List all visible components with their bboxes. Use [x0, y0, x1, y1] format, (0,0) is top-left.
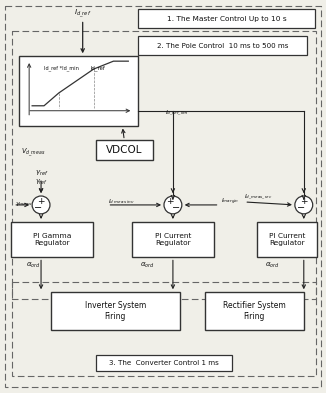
Text: Id_ref *Id_min: Id_ref *Id_min: [44, 65, 79, 71]
Circle shape: [164, 196, 182, 214]
Text: +: +: [166, 197, 174, 206]
Text: 2. The Pole Control  10 ms to 500 ms: 2. The Pole Control 10 ms to 500 ms: [157, 43, 288, 49]
Bar: [257, 222, 317, 257]
Text: $\alpha_{ord}$: $\alpha_{ord}$: [265, 261, 280, 270]
Text: +: +: [300, 197, 307, 206]
Text: $\alpha_{ord}$: $\alpha_{ord}$: [140, 261, 155, 270]
Text: $\gamma_{ref}$: $\gamma_{ref}$: [35, 178, 48, 187]
Bar: [96, 354, 232, 371]
Text: $I_{d\_ref\_lim}$: $I_{d\_ref\_lim}$: [165, 108, 188, 117]
Text: $V_{d\_meas}$: $V_{d\_meas}$: [21, 147, 46, 160]
Text: Rectifier System
Firing: Rectifier System Firing: [223, 301, 286, 321]
Text: −: −: [34, 203, 42, 213]
Text: $\gamma_{ref}$: $\gamma_{ref}$: [35, 169, 49, 178]
Bar: [12, 282, 316, 376]
Text: 1. The Master Control Up to 10 s: 1. The Master Control Up to 10 s: [167, 16, 286, 22]
Text: $I_{d\_ref}$: $I_{d\_ref}$: [74, 7, 91, 20]
Bar: [138, 9, 315, 28]
Text: Id_ref: Id_ref: [91, 65, 105, 71]
Bar: [132, 222, 214, 257]
Text: $I_{d\ meas\ inv}$: $I_{d\ meas\ inv}$: [109, 198, 135, 206]
Bar: [51, 292, 180, 330]
Text: PI Current
Regulator: PI Current Regulator: [155, 233, 191, 246]
Bar: [19, 56, 138, 126]
Bar: [205, 292, 304, 330]
Text: $\alpha_{ord}$: $\alpha_{ord}$: [26, 261, 41, 270]
Text: PI Gamma
Regulator: PI Gamma Regulator: [33, 233, 71, 246]
Text: $\gamma_{meas}$: $\gamma_{meas}$: [15, 200, 33, 208]
Bar: [12, 31, 316, 299]
Text: Inverter System
Firing: Inverter System Firing: [85, 301, 146, 321]
Circle shape: [295, 196, 313, 214]
Circle shape: [32, 196, 50, 214]
Text: VDCOL: VDCOL: [106, 145, 142, 155]
Text: $I_{d\_meas\_rec}$: $I_{d\_meas\_rec}$: [244, 193, 273, 201]
Text: 3. The  Converter Control 1 ms: 3. The Converter Control 1 ms: [109, 360, 219, 366]
Text: −: −: [297, 203, 305, 213]
Text: +: +: [37, 197, 45, 206]
Text: PI Current
Regulator: PI Current Regulator: [269, 233, 305, 246]
Bar: [138, 37, 307, 55]
Text: −: −: [172, 203, 180, 213]
Text: $I_{margin}$: $I_{margin}$: [220, 197, 239, 207]
Bar: [96, 140, 153, 160]
Bar: [11, 222, 93, 257]
